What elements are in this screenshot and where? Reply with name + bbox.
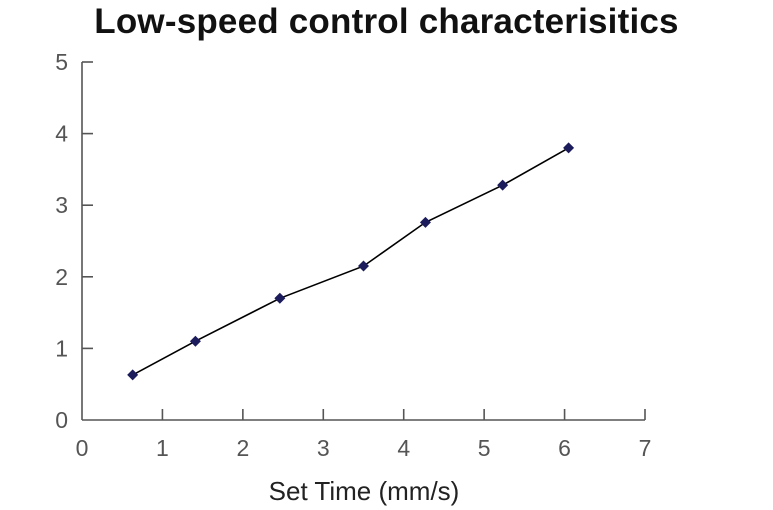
series-group [127,142,575,381]
y-tick-label: 2 [55,264,68,290]
data-point [127,369,139,381]
y-tick-label: 5 [55,49,68,75]
axes [81,62,645,421]
x-tick-label: 7 [639,435,652,461]
ticks: 0 1 2 3 4 5 0 1 2 3 4 5 6 7 [55,49,651,461]
x-tick-label: 6 [558,435,571,461]
y-tick-label: 4 [55,121,68,147]
y-tick-label: 0 [55,407,68,433]
x-axis-title: Set Time (mm/s) [269,476,460,506]
data-point [563,142,575,154]
data-point [189,335,201,347]
x-tick-label: 0 [76,435,89,461]
chart-title: Low-speed control characterisitics [94,2,679,41]
data-point [419,216,431,228]
x-tick-label: 2 [236,435,249,461]
x-tick-label: 5 [478,435,491,461]
y-tick-label: 3 [55,192,68,218]
data-point [274,292,286,304]
data-point [358,260,369,272]
y-tick-label: 1 [55,335,68,361]
x-tick-label: 3 [317,435,330,461]
data-point [497,179,509,191]
x-tick-label: 4 [397,435,410,461]
x-tick-label: 1 [156,435,169,461]
